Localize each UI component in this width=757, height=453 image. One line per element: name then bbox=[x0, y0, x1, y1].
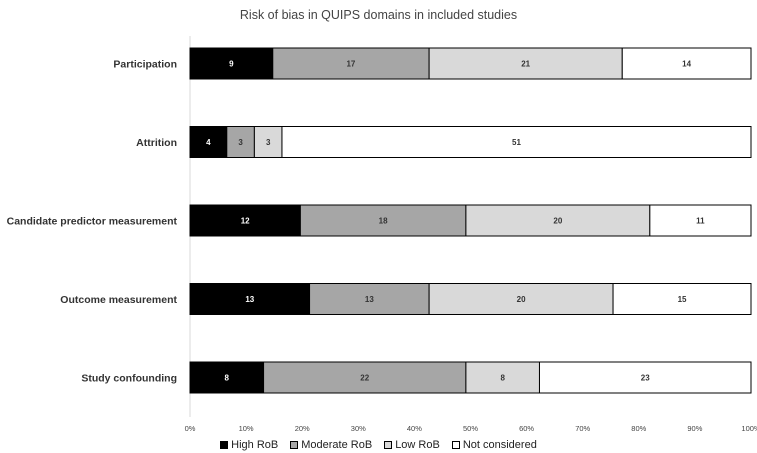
data-label: 3 bbox=[238, 138, 243, 147]
data-label: 13 bbox=[365, 295, 374, 304]
x-tick-label: 40% bbox=[407, 424, 422, 433]
bar-segment bbox=[281, 126, 752, 158]
legend-item: Moderate RoB bbox=[290, 439, 372, 451]
bar-segment bbox=[189, 361, 265, 394]
data-label: 12 bbox=[241, 217, 250, 226]
bar-segment bbox=[649, 204, 752, 237]
data-label: 9 bbox=[229, 60, 234, 69]
legend-item: High RoB bbox=[220, 439, 278, 451]
x-tick-label: 100% bbox=[741, 424, 757, 433]
legend-label: Not considered bbox=[462, 439, 537, 451]
data-label: 15 bbox=[678, 295, 687, 304]
legend-swatch bbox=[290, 441, 299, 449]
legend-swatch bbox=[451, 441, 460, 449]
bar-segment bbox=[272, 47, 430, 80]
x-tick-label: 90% bbox=[687, 424, 702, 433]
bar-segment bbox=[538, 361, 752, 394]
legend-swatch bbox=[220, 441, 229, 449]
x-tick-label: 80% bbox=[631, 424, 646, 433]
data-label: 18 bbox=[379, 217, 388, 226]
x-tick-label: 10% bbox=[239, 424, 254, 433]
x-tick-label: 50% bbox=[463, 424, 478, 433]
bar-segment bbox=[189, 126, 228, 158]
bar-segment bbox=[263, 361, 467, 394]
bar-segment bbox=[612, 283, 752, 315]
category-label: Study confounding bbox=[81, 373, 177, 385]
x-tick-label: 60% bbox=[519, 424, 534, 433]
bar-segment bbox=[309, 283, 430, 315]
bar-segment bbox=[299, 204, 467, 237]
legend-label: Moderate RoB bbox=[301, 439, 373, 451]
data-label: 4 bbox=[206, 138, 211, 147]
data-label: 21 bbox=[521, 60, 530, 69]
legend-item: Not considered bbox=[451, 439, 537, 451]
bar-segment bbox=[428, 47, 623, 80]
data-label: 51 bbox=[512, 138, 521, 147]
legend-label: High RoB bbox=[231, 439, 279, 451]
x-tick-label: 0% bbox=[185, 424, 196, 433]
x-tick-label: 20% bbox=[295, 424, 310, 433]
legend: High RoB Moderate RoB Low RoB Not considere… bbox=[0, 439, 757, 451]
data-label: 14 bbox=[682, 60, 691, 69]
legend-item: Low RoB bbox=[384, 439, 440, 451]
data-label: 11 bbox=[696, 217, 705, 226]
data-label: 8 bbox=[225, 374, 230, 383]
category-label: Candidate predictor measurement bbox=[7, 216, 178, 228]
data-label: 8 bbox=[500, 374, 505, 383]
data-label: 13 bbox=[245, 295, 254, 304]
data-label: 17 bbox=[346, 60, 355, 69]
x-tick-label: 30% bbox=[351, 424, 366, 433]
data-label: 3 bbox=[266, 138, 271, 147]
bar-segment bbox=[253, 126, 283, 158]
data-label: 20 bbox=[553, 217, 562, 226]
data-label: 20 bbox=[517, 295, 526, 304]
bar-segment bbox=[621, 47, 752, 80]
x-tick-label: 70% bbox=[575, 424, 590, 433]
chart-title: Risk of bias in QUIPS domains in include… bbox=[239, 8, 518, 22]
data-label: 22 bbox=[360, 374, 369, 383]
category-label: Participation bbox=[113, 59, 177, 71]
legend-swatch bbox=[384, 441, 393, 449]
data-label: 23 bbox=[641, 374, 650, 383]
category-label: Attrition bbox=[136, 137, 177, 149]
bar-segment bbox=[428, 283, 614, 315]
category-label: Outcome measurement bbox=[60, 294, 177, 306]
bar-segment bbox=[226, 126, 255, 158]
legend-label: Low RoB bbox=[395, 439, 440, 451]
